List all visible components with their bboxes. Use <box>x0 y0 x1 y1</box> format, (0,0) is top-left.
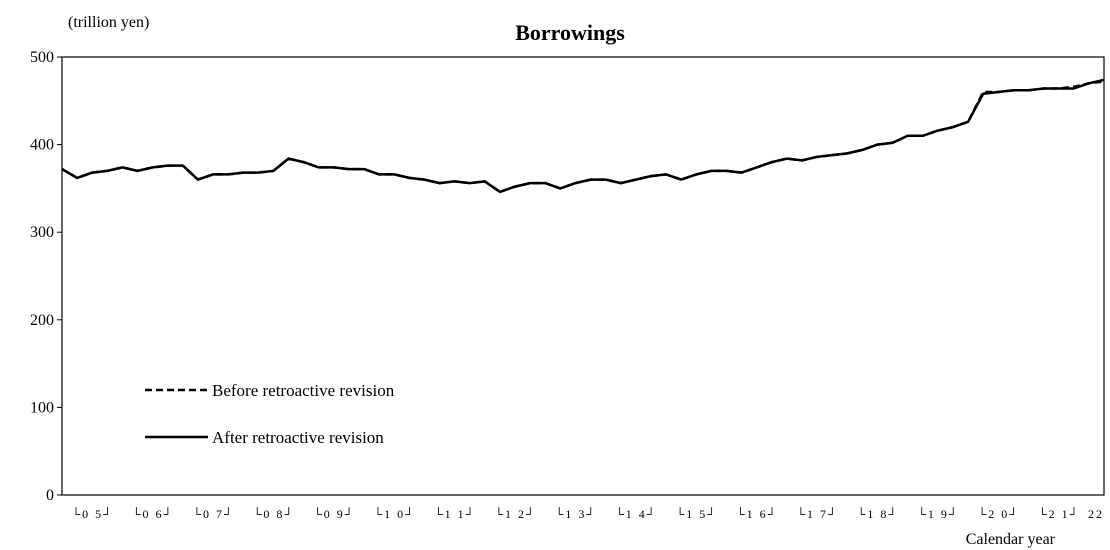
x-tick-label: └1 0┘ <box>374 507 416 521</box>
x-tick-label: └1 1┘ <box>434 507 476 521</box>
y-tick-label: 0 <box>46 487 54 504</box>
x-tick-label: └1 6┘ <box>736 507 778 521</box>
chart-title: Borrowings <box>515 20 625 45</box>
y-tick-label: 100 <box>30 399 54 416</box>
legend-label-before: Before retroactive revision <box>212 381 395 400</box>
y-axis-ticks: 0 100 200 300 400 500 <box>30 49 62 504</box>
x-tick-label: └1 9┘ <box>917 507 959 521</box>
x-tick-label: └0 6┘ <box>132 507 174 521</box>
x-tick-label: 22 <box>1088 507 1104 521</box>
series-lines <box>61 78 1105 194</box>
x-tick-label: └0 9┘ <box>313 507 355 521</box>
x-axis-ticks: └0 5┘ └0 6┘ └0 7┘ └0 8┘ └0 9┘ └1 0┘ └1 1┘ └1 2┘… <box>72 507 1104 521</box>
legend-label-after: After retroactive revision <box>212 428 384 447</box>
x-tick-label: └0 8┘ <box>253 507 295 521</box>
plot-area-frame <box>61 56 1105 496</box>
x-tick-label: └1 2┘ <box>494 507 536 521</box>
x-tick-label: └1 5┘ <box>676 507 718 521</box>
x-tick-label: └0 5┘ <box>72 507 114 521</box>
x-tick-label: └1 4┘ <box>615 507 657 521</box>
x-tick-label: └2 1┘ <box>1038 507 1080 521</box>
x-tick-label: └1 3┘ <box>555 507 597 521</box>
unit-label: (trillion yen) <box>68 14 149 31</box>
y-tick-label: 400 <box>30 137 54 154</box>
y-tick-label: 500 <box>30 49 54 66</box>
series-line-after-revision <box>61 78 1105 194</box>
y-tick-label: 200 <box>30 312 54 329</box>
x-tick-label: └1 7┘ <box>797 507 839 521</box>
x-tick-label: └2 0┘ <box>978 507 1020 521</box>
y-tick-label: 300 <box>30 224 54 241</box>
x-axis-title: Calendar year <box>966 531 1056 548</box>
legend: Before retroactive revision After retroa… <box>145 381 395 447</box>
x-tick-label: └1 8┘ <box>857 507 899 521</box>
x-tick-label: └0 7┘ <box>192 507 234 521</box>
